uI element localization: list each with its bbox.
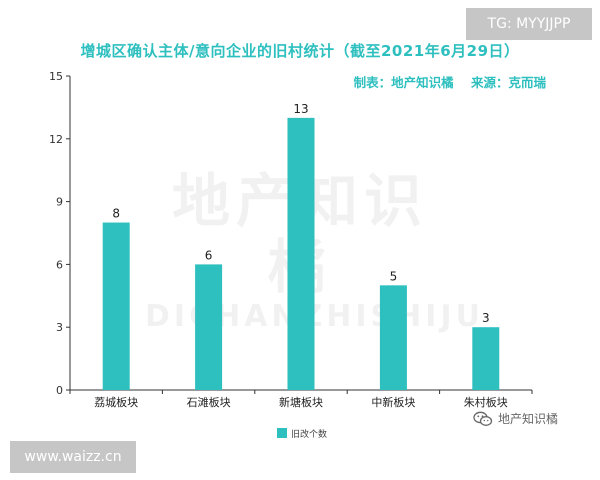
source-logo: 地产知识橘 [473, 410, 558, 427]
data-label: 5 [390, 269, 398, 283]
source-logo-text: 地产知识橘 [497, 412, 558, 426]
chart-credit: 制表：地产知识橘 来源：克而瑞 [353, 75, 546, 90]
y-tick-label: 12 [49, 133, 63, 146]
y-tick-label: 6 [56, 258, 63, 271]
url-watermark-tag: www.waizz.cn [10, 441, 136, 473]
x-tick-label: 中新板块 [371, 395, 415, 409]
y-tick-label: 0 [56, 384, 63, 397]
y-tick-label: 15 [49, 70, 63, 83]
data-label: 13 [293, 102, 308, 116]
data-label: 8 [112, 207, 120, 221]
data-label: 6 [205, 248, 213, 262]
chart-title: 增城区确认主体/意向企业的旧村统计（截至2021年6月29日） [80, 42, 520, 60]
x-tick-label: 朱村板块 [464, 395, 508, 409]
x-tick-label: 石滩板块 [187, 395, 231, 409]
bar [195, 264, 223, 390]
y-tick-label: 9 [56, 196, 63, 209]
bar [287, 117, 315, 390]
bar [379, 285, 407, 390]
tg-watermark-tag: TG: MYYJJPP [466, 8, 592, 40]
y-tick-label: 3 [56, 321, 63, 334]
legend-swatch [277, 428, 287, 438]
x-tick-label: 新塘板块 [279, 395, 323, 409]
data-label: 3 [482, 311, 490, 325]
legend-label: 旧改个数 [291, 428, 327, 440]
wechat-icon [473, 411, 493, 426]
bar [102, 222, 130, 390]
bar [472, 327, 500, 390]
x-tick-label: 荔城板块 [94, 395, 138, 409]
